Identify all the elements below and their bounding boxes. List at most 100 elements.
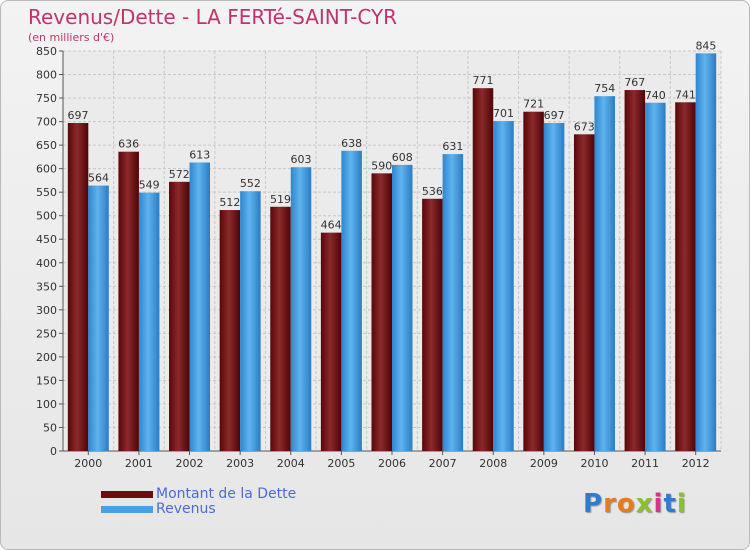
data-label-revenus: 631 (442, 140, 463, 153)
logo-letter: i (653, 489, 664, 519)
data-label-revenus: 740 (645, 89, 666, 102)
x-tick-label: 2010 (580, 457, 608, 470)
x-tick-label: 2003 (226, 457, 254, 470)
data-label-dette: 673 (574, 120, 595, 133)
y-tick-label: 300 (36, 304, 57, 317)
bar-dette (169, 181, 190, 451)
bar-dette (320, 232, 342, 451)
y-tick-label: 350 (36, 280, 57, 293)
data-label-dette: 771 (472, 74, 493, 87)
y-tick-label: 750 (36, 92, 57, 105)
bar-revenus (442, 154, 464, 451)
logo-letter: i (676, 489, 687, 519)
legend-label-dette: Montant de la Dette (156, 486, 297, 502)
legend-label-revenus: Revenus (156, 501, 216, 517)
bar-dette (675, 102, 696, 451)
data-label-dette: 697 (68, 109, 89, 122)
x-tick-label: 2009 (530, 457, 558, 470)
y-tick-label: 150 (36, 374, 57, 387)
data-label-dette: 721 (523, 98, 544, 111)
logo-letter: t (663, 489, 677, 519)
bar-dette (67, 123, 89, 451)
logo-letter: r (603, 489, 617, 519)
data-label-revenus: 754 (594, 82, 615, 95)
y-tick-label: 550 (36, 186, 57, 199)
bar-dette (118, 151, 139, 452)
proxiti-logo: Proxiti (583, 489, 687, 519)
y-tick-label: 850 (36, 45, 57, 58)
x-tick-label: 2000 (74, 457, 102, 470)
data-label-dette: 519 (270, 193, 291, 206)
y-tick-label: 500 (36, 210, 57, 223)
x-tick-label: 2005 (327, 457, 355, 470)
bar-revenus (392, 164, 413, 451)
y-tick-label: 250 (36, 327, 57, 340)
x-tick-label: 2011 (631, 457, 659, 470)
page-title: Revenus/Dette - LA FERTé-SAINT-CYR (28, 5, 398, 29)
bar-dette (371, 173, 392, 451)
bar-revenus (341, 150, 362, 451)
data-label-dette: 512 (219, 196, 240, 209)
bar-dette (270, 206, 291, 451)
y-tick-label: 200 (36, 351, 57, 364)
y-tick-label: 800 (36, 69, 57, 82)
x-tick-label: 2004 (277, 457, 305, 470)
bar-dette (422, 198, 443, 451)
axes: 0 50 100 150 200 250 300 350 400 450 500 550 600 650 7… (36, 45, 721, 470)
y-tick-label: 600 (36, 163, 57, 176)
bar-revenus (88, 185, 109, 451)
x-tick-label: 2001 (125, 457, 153, 470)
y-tick-label: 100 (36, 398, 57, 411)
data-label-dette: 464 (321, 219, 342, 232)
y-tick-label: 450 (36, 233, 57, 246)
bar-revenus (645, 102, 666, 451)
data-label-revenus: 549 (139, 179, 160, 192)
data-label-revenus: 845 (695, 39, 716, 52)
bar-revenus (695, 53, 717, 452)
data-label-dette: 636 (118, 138, 139, 151)
bar-revenus (493, 121, 514, 451)
data-label-revenus: 697 (544, 109, 565, 122)
legend-swatch-revenus (101, 506, 153, 513)
bar-revenus (240, 191, 261, 451)
bar-revenus (189, 162, 211, 451)
data-label-revenus: 608 (392, 151, 413, 164)
data-label-revenus: 552 (240, 177, 261, 190)
data-label-dette: 536 (422, 185, 443, 198)
data-label-revenus: 564 (88, 172, 109, 185)
y-tick-label: 400 (36, 257, 57, 270)
chart-subtitle: (en milliers d'€) (28, 31, 115, 44)
data-label-revenus: 701 (493, 107, 514, 120)
data-label-dette: 572 (169, 168, 190, 181)
bar-revenus (594, 96, 615, 452)
bar-dette (472, 88, 494, 452)
x-tick-label: 2007 (429, 457, 457, 470)
data-label-revenus: 638 (341, 137, 362, 150)
data-label-revenus: 603 (291, 153, 312, 166)
x-tick-label: 2008 (479, 457, 507, 470)
bar-dette (624, 90, 646, 451)
x-tick-label: 2002 (176, 457, 204, 470)
bars (67, 53, 717, 452)
y-tick-label: 650 (36, 139, 57, 152)
bar-dette (573, 134, 595, 451)
x-tick-label: 2006 (378, 457, 406, 470)
logo-letter: P (583, 489, 604, 519)
data-label-dette: 767 (624, 76, 645, 89)
data-labels: 6975646365495726135125525196034646385906… (68, 39, 717, 231)
bar-dette (523, 111, 544, 452)
y-tick-label: 0 (50, 445, 57, 458)
logo-letter: o (616, 489, 636, 519)
x-tick-label: 2012 (682, 457, 710, 470)
bar-dette (219, 210, 241, 451)
y-tick-label: 50 (43, 421, 57, 434)
bar-revenus (290, 167, 312, 451)
logo-letter: x (635, 489, 654, 519)
bar-revenus (138, 192, 160, 451)
data-label-dette: 590 (371, 159, 392, 172)
data-label-dette: 741 (675, 88, 696, 101)
data-label-revenus: 613 (189, 149, 210, 162)
y-tick-label: 700 (36, 116, 57, 129)
